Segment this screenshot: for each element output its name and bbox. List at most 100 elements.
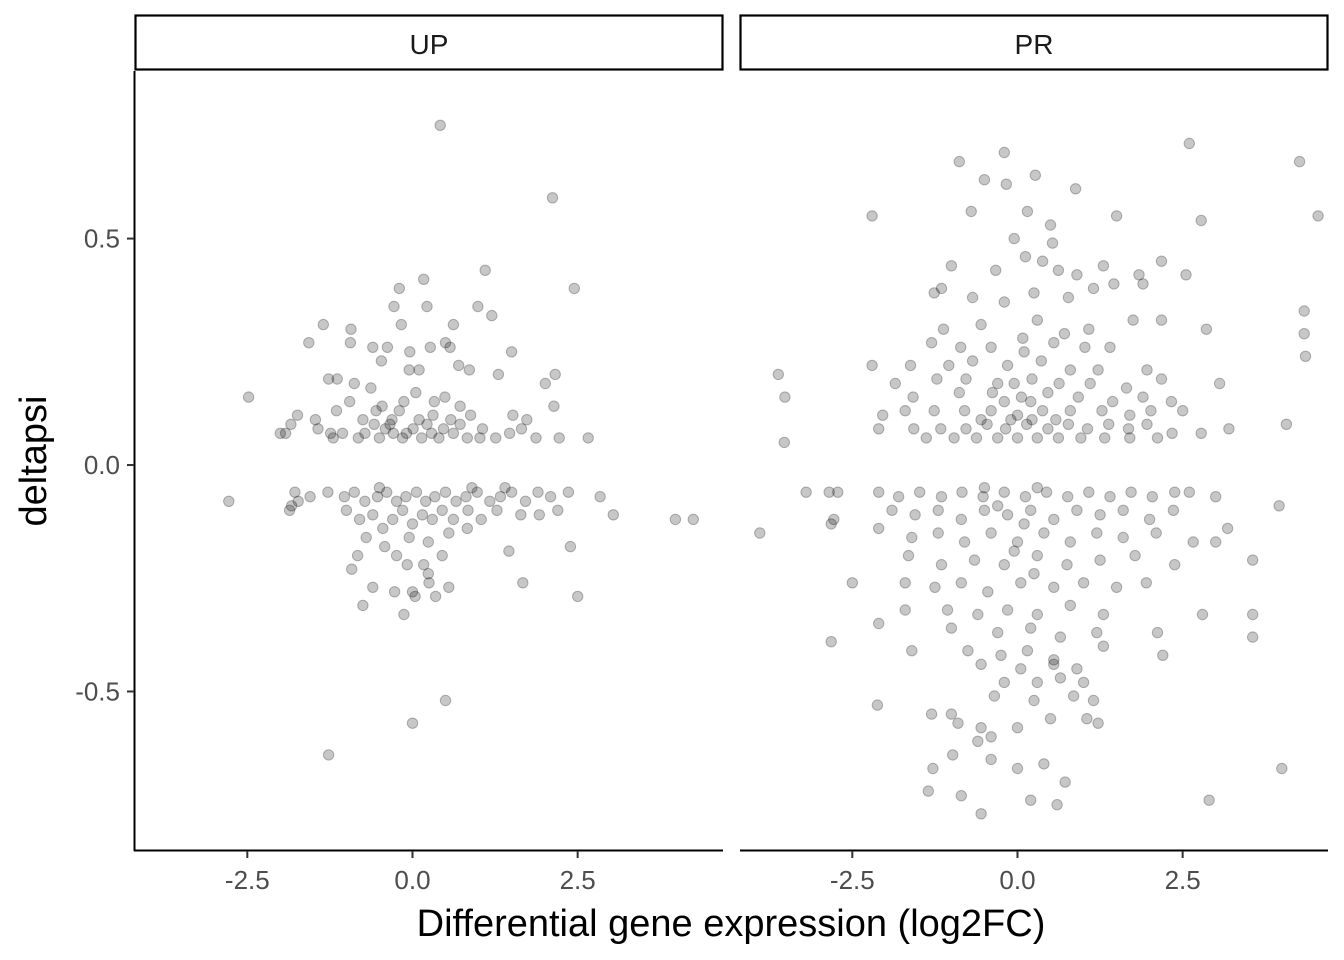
data-point (357, 599, 369, 612)
data-point (754, 527, 766, 539)
data-point (992, 500, 1004, 512)
data-point (922, 785, 934, 797)
data-point (439, 337, 452, 349)
data-point (344, 395, 356, 408)
data-point (505, 486, 518, 498)
data-point (404, 346, 416, 358)
data-point (390, 495, 403, 507)
data-point (955, 790, 967, 802)
data-point (928, 287, 940, 299)
data-point (1141, 364, 1153, 376)
data-point (1008, 377, 1020, 390)
data-point (242, 391, 255, 403)
data-point (1167, 504, 1180, 516)
data-point (330, 405, 343, 417)
data-point (899, 604, 911, 616)
data-point (986, 386, 999, 399)
data-point (825, 636, 837, 648)
data-point (381, 486, 393, 498)
data-point (825, 518, 837, 530)
data-point (1293, 155, 1306, 168)
data-point (422, 568, 434, 580)
data-point (367, 341, 379, 353)
data-point (914, 486, 926, 498)
data-point (1011, 432, 1024, 444)
data-point (1044, 219, 1057, 231)
data-point (1247, 554, 1259, 566)
data-point (384, 418, 396, 430)
data-point (447, 427, 460, 439)
data-point (1021, 205, 1034, 218)
data-point (428, 395, 440, 408)
data-point (519, 495, 532, 507)
data-point (553, 432, 565, 444)
data-point (312, 423, 324, 435)
data-point (920, 432, 932, 444)
data-point (1031, 482, 1044, 494)
data-point (515, 509, 527, 521)
data-point (975, 722, 987, 734)
data-point (1048, 581, 1060, 593)
data-point (982, 586, 994, 598)
data-point (886, 504, 898, 516)
data-point (360, 531, 372, 544)
data-point (925, 337, 938, 349)
data-point (1081, 423, 1094, 435)
data-point (998, 486, 1010, 498)
data-point (1036, 255, 1049, 267)
x-tick-label: 2.5 (1165, 865, 1201, 895)
data-point (935, 282, 948, 295)
data-point (1117, 531, 1129, 544)
data-point (955, 341, 967, 353)
data-point (422, 536, 434, 548)
data-point (359, 495, 371, 507)
data-point (1042, 386, 1054, 399)
data-point (1213, 377, 1226, 390)
data-point (1040, 486, 1053, 498)
data-point (779, 391, 791, 403)
data-point (1125, 486, 1137, 498)
data-point (1064, 405, 1077, 417)
data-point (283, 504, 296, 516)
data-point (476, 423, 489, 435)
data-point (975, 658, 987, 670)
data-point (427, 409, 439, 421)
data-point (1028, 694, 1040, 707)
data-point (1298, 328, 1310, 340)
data-point (494, 491, 507, 503)
data-point (1064, 599, 1077, 612)
data-point (572, 590, 584, 603)
data-point (977, 491, 989, 503)
data-point (1187, 536, 1199, 548)
data-point (1299, 350, 1312, 362)
data-point (985, 731, 997, 743)
data-point (1011, 722, 1024, 734)
data-point (687, 513, 699, 526)
data-point (562, 486, 575, 498)
x-tick-label: -2.5 (225, 865, 270, 895)
data-point (1015, 663, 1027, 675)
data-point (418, 273, 430, 285)
data-point (1094, 554, 1106, 566)
data-point (351, 549, 364, 562)
data-point (453, 359, 465, 372)
data-point (1026, 373, 1038, 385)
data-point (376, 400, 388, 412)
data-point (407, 423, 419, 435)
data-point (953, 386, 965, 399)
data-point (348, 486, 360, 498)
data-point (945, 260, 958, 272)
data-point (474, 432, 486, 444)
data-point (433, 432, 445, 444)
data-point (953, 155, 965, 168)
data-point (406, 586, 419, 598)
y-tick-label: -0.5 (75, 676, 120, 706)
data-point (1137, 391, 1149, 403)
data-point (1146, 491, 1159, 503)
data-point (823, 486, 835, 498)
data-point (908, 423, 920, 435)
facet-panel-pr (754, 137, 1324, 820)
data-point (406, 518, 419, 530)
data-point (1061, 559, 1073, 571)
data-point (401, 559, 413, 571)
